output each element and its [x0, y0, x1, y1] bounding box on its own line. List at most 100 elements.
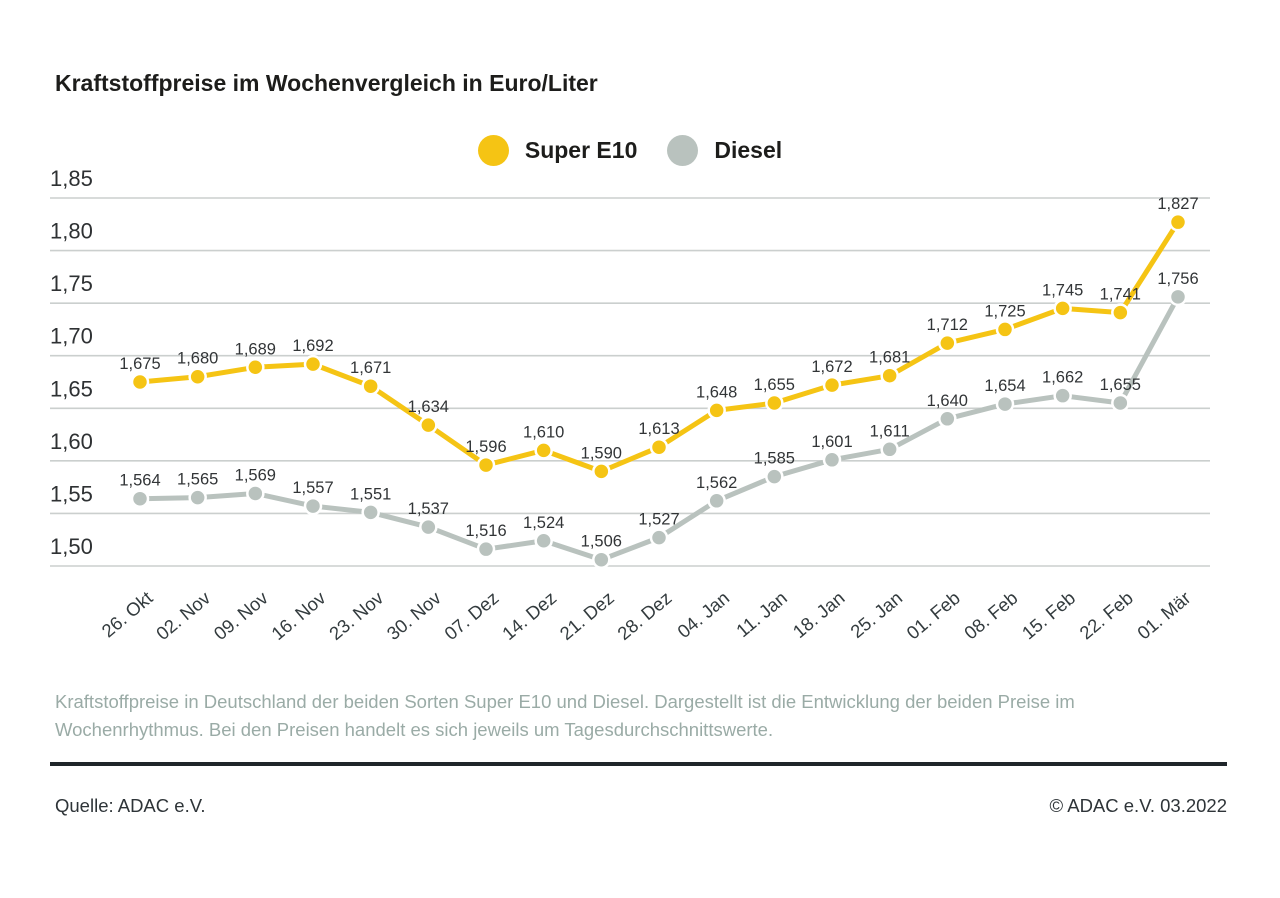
data-value-label: 1,675: [119, 355, 160, 373]
data-value-label: 1,672: [811, 358, 852, 376]
page-title: Kraftstoffpreise im Wochenvergleich in E…: [55, 70, 598, 96]
x-axis-tick-label: 16. Nov: [267, 587, 330, 645]
super-e10-point: [303, 354, 323, 374]
super-e10-point: [130, 372, 150, 392]
x-axis-tick-label: 07. Dez: [440, 587, 502, 644]
legend-item-diesel: Diesel: [667, 135, 782, 166]
data-value-label: 1,741: [1100, 286, 1141, 304]
super-e10-point: [419, 415, 438, 435]
data-value-label: 1,565: [177, 471, 218, 489]
data-value-label: 1,557: [292, 479, 333, 497]
data-value-label: 1,680: [177, 350, 218, 368]
diesel-point: [130, 489, 150, 508]
super-e10-point: [188, 367, 207, 386]
diesel-swatch-icon: [667, 135, 699, 166]
data-value-label: 1,654: [984, 377, 1025, 395]
data-value-label: 1,611: [870, 422, 910, 440]
y-axis-tick-label: 1,85: [50, 166, 93, 191]
super-e10-point: [534, 441, 553, 460]
super-e10-point: [707, 401, 726, 420]
diesel-point: [303, 496, 323, 516]
data-value-label: 1,610: [523, 423, 564, 441]
x-axis-tick-label: 15. Feb: [1018, 587, 1080, 643]
data-value-label: 1,506: [581, 533, 622, 551]
legend-label-super-e10: Super E10: [524, 137, 638, 163]
data-value-label: 1,613: [638, 420, 679, 438]
x-axis-tick-label: 30. Nov: [383, 587, 446, 645]
data-value-label: 1,689: [235, 340, 276, 358]
super-e10-point: [1168, 212, 1188, 232]
y-axis-tick-label: 1,80: [50, 219, 93, 244]
y-axis-tick-label: 1,60: [50, 429, 93, 454]
x-axis-tick-label: 02. Nov: [152, 587, 215, 645]
x-axis-tick-label: 08. Feb: [960, 587, 1022, 643]
y-axis-tick-label: 1,55: [50, 481, 93, 506]
data-value-label: 1,671: [350, 359, 391, 377]
data-value-label: 1,564: [119, 472, 160, 490]
data-value-label: 1,537: [408, 500, 449, 518]
super-e10-point: [246, 358, 265, 377]
x-axis-tick-label: 26. Okt: [97, 587, 156, 641]
footer: Quelle: ADAC e.V. © ADAC e.V. 03.2022: [55, 795, 1227, 817]
data-value-label: 1,634: [408, 398, 449, 416]
data-value-label: 1,585: [754, 450, 795, 468]
x-axis-tick-label: 22. Feb: [1075, 587, 1137, 643]
super-e10-point: [649, 437, 669, 457]
diesel-point: [880, 440, 899, 459]
data-value-label: 1,551: [350, 485, 391, 503]
diesel-point: [995, 394, 1015, 414]
y-axis-tick-label: 1,70: [50, 324, 93, 349]
data-value-label: 1,662: [1042, 369, 1083, 387]
diesel-point: [592, 550, 611, 569]
super-e10-point: [822, 375, 842, 395]
data-value-label: 1,648: [696, 383, 737, 401]
x-axis-tick-label: 25. Jan: [846, 587, 906, 642]
super-e10-point: [1053, 299, 1072, 318]
super-e10-swatch-icon: [477, 135, 509, 166]
data-value-label: 1,655: [1100, 376, 1141, 394]
diesel-point: [765, 467, 784, 486]
data-value-label: 1,601: [811, 433, 852, 451]
data-value-label: 1,640: [927, 392, 968, 410]
x-axis-tick-label: 21. Dez: [556, 587, 618, 644]
super-e10-point: [592, 462, 611, 481]
diesel-point: [822, 450, 842, 470]
x-axis-tick-label: 28. Dez: [613, 587, 675, 644]
data-value-label: 1,692: [292, 337, 333, 355]
x-axis-tick-label: 04. Jan: [673, 587, 733, 642]
x-axis-tick-label: 01. Feb: [902, 587, 964, 643]
y-axis-tick-label: 1,50: [50, 534, 93, 559]
source-label: Quelle: ADAC e.V.: [55, 795, 206, 816]
data-value-label: 1,569: [235, 466, 276, 484]
diesel-point: [534, 531, 553, 551]
data-value-label: 1,827: [1157, 195, 1198, 213]
diesel-point: [476, 539, 496, 559]
super-e10-point: [938, 333, 957, 353]
data-value-label: 1,725: [984, 302, 1025, 320]
x-axis-tick-label: 01. Mär: [1133, 587, 1195, 643]
data-value-label: 1,681: [869, 349, 910, 367]
super-e10-point: [476, 455, 496, 475]
super-e10-point: [880, 366, 899, 385]
data-value-label: 1,516: [465, 522, 506, 540]
y-axis-tick-label: 1,65: [50, 376, 93, 401]
data-value-label: 1,756: [1157, 270, 1198, 288]
diesel-point: [419, 517, 438, 537]
super-e10-point: [765, 393, 784, 413]
super-e10-point: [1111, 303, 1130, 322]
diesel-point: [1053, 386, 1072, 405]
diesel-point: [1111, 393, 1130, 413]
x-axis-tick-label: 23. Nov: [325, 587, 388, 645]
data-value-label: 1,527: [638, 511, 679, 529]
legend-label-diesel: Diesel: [714, 137, 783, 163]
super-e10-point: [361, 376, 380, 396]
diesel-point: [649, 528, 669, 547]
x-axis-tick-label: 14. Dez: [498, 587, 560, 644]
legend: Super E10 Diesel: [0, 135, 1260, 166]
data-value-label: 1,596: [465, 438, 506, 456]
diesel-point: [188, 488, 207, 507]
data-value-label: 1,524: [523, 514, 564, 532]
x-axis-tick-label: 11. Jan: [732, 587, 791, 641]
